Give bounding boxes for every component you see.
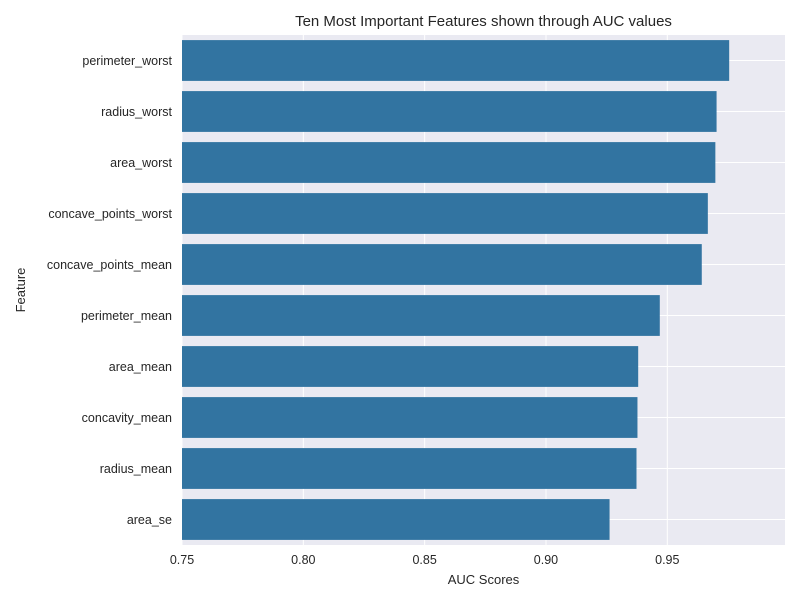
y-tick-label: area_se xyxy=(127,513,172,527)
bar-concavity-mean xyxy=(182,397,638,438)
x-tick-label: 0.90 xyxy=(534,553,558,567)
bar-area-mean xyxy=(182,346,639,387)
x-axis-label: AUC Scores xyxy=(448,572,520,587)
y-tick-label: radius_mean xyxy=(100,462,172,476)
y-tick-label: concave_points_mean xyxy=(47,258,172,272)
y-tick-label: concave_points_worst xyxy=(48,207,172,221)
y-tick-labels: perimeter_worst radius_worst area_worstcon… xyxy=(47,54,173,527)
y-axis-label: Feature xyxy=(13,268,28,313)
x-tick-label: 0.85 xyxy=(412,553,436,567)
bar-area-se xyxy=(182,499,610,540)
bar-layer xyxy=(182,40,730,540)
bar-concave-points-mean xyxy=(182,244,702,285)
y-tick-label: area_mean xyxy=(109,360,172,374)
x-tick-labels: 0.75 0.80 0.85 0.90 0.95 xyxy=(170,553,680,567)
y-tick-label: radius_worst xyxy=(101,105,172,119)
bar-radius-worst xyxy=(182,91,717,132)
x-tick-label: 0.95 xyxy=(655,553,679,567)
bar-concave-points-worst xyxy=(182,193,708,234)
y-tick-label: concavity_mean xyxy=(82,411,172,425)
y-tick-label: area_worst xyxy=(110,156,172,170)
x-tick-label: 0.80 xyxy=(291,553,315,567)
bar-radius-mean xyxy=(182,448,637,489)
y-tick-label: perimeter_worst xyxy=(82,54,172,68)
y-tick-label: perimeter_mean xyxy=(81,309,172,323)
bar-perimeter-mean xyxy=(182,295,660,336)
bar-perimeter-worst xyxy=(182,40,730,81)
x-tick-label: 0.75 xyxy=(170,553,194,567)
bar-area-worst xyxy=(182,142,716,183)
chart-title: Ten Most Important Features shown throug… xyxy=(295,13,672,30)
